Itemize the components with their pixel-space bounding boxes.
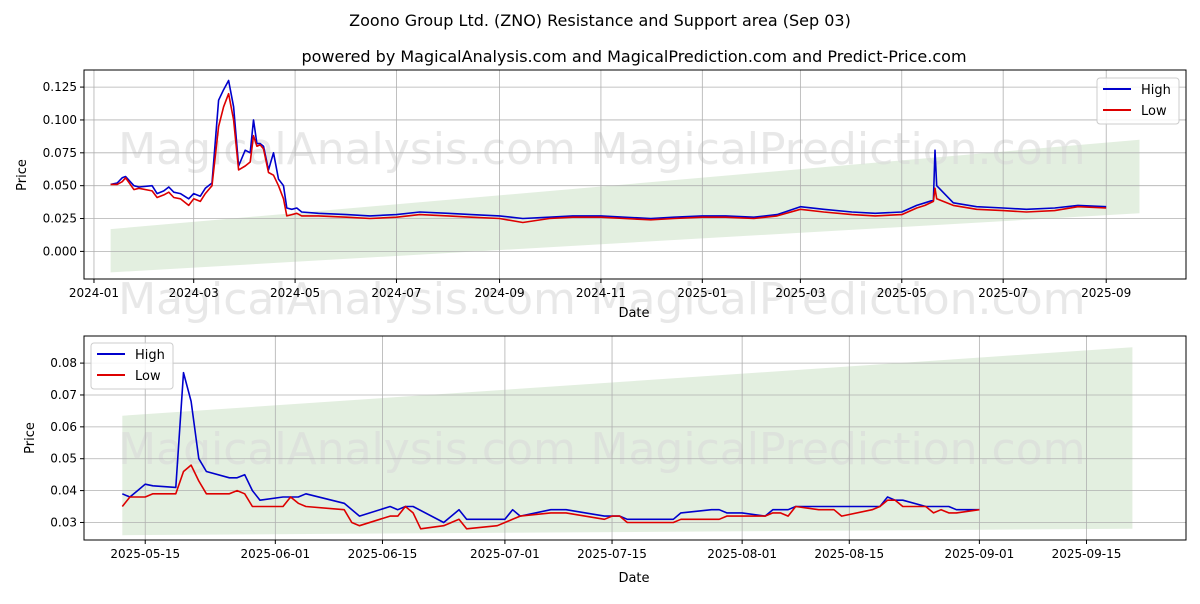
watermark-text-right: MagicalPrediction.com [591,424,1086,475]
bottom-chart-y-tick-label: 0.04 [50,484,77,498]
top-chart-legend: High Low [1096,77,1180,125]
bottom-chart-y-tick-label: 0.05 [50,452,77,466]
figure-title: Zoono Group Ltd. (ZNO) Resistance and Su… [349,11,851,30]
top-chart-x-tick-label: 2024-11 [576,286,626,300]
bottom-chart-legend: High Low [90,342,174,390]
bottom-chart-x-tick-label: 2025-05-15 [110,547,180,561]
legend-high-label: High [135,348,165,363]
bottom-chart-x-tick-label: 2025-09-15 [1052,547,1122,561]
legend-low-label: Low [135,369,161,384]
top-chart-xlabel: Date [618,306,649,321]
watermark-text-left: MagicalAnalysis.com [118,424,576,475]
bottom-chart-support-resistance-band [122,347,1133,536]
bottom-chart-y-tick-label: 0.06 [50,420,77,434]
bottom-chart-x-tick-label: 2025-07-01 [470,547,540,561]
bottom-chart-series [121,371,980,530]
top-chart-x-tick-label: 2025-01 [677,286,727,300]
top-chart-band-area [110,139,1140,273]
top-chart-watermark: MagicalAnalysis.com MagicalPrediction.co… [118,124,1085,325]
top-chart-x-tick-label: 2025-09 [1081,286,1131,300]
bottom-chart-grid [84,336,1186,540]
top-chart-x-tick-label: 2024-07 [371,286,421,300]
top-chart-x-tick-label: 2024-01 [69,286,119,300]
top-chart-x-tick-label: 2025-05 [877,286,927,300]
watermark-text-left: MagicalAnalysis.com [118,124,576,175]
bottom-chart-x-tick-label: 2025-08-15 [814,547,884,561]
bottom-chart-y-tick-label: 0.03 [50,515,77,529]
bottom-chart-x-tick-label: 2025-06-01 [240,547,310,561]
bottom-chart-axes: 2025-05-15 2025-06-01 2025-06-15 2025-07-01… [50,356,1121,561]
top-chart-x-tick-label: 2024-09 [474,286,524,300]
bottom-chart-x-tick-label: 2025-07-15 [577,547,647,561]
bottom-chart-y-tick-label: 0.08 [50,356,77,370]
bottom-chart-band-area [122,347,1133,536]
bottom-chart-y-tick-label: 0.07 [50,388,77,402]
top-chart-y-tick-label: 0.050 [43,179,77,193]
top-chart-y-tick-label: 0.025 [43,212,77,226]
bottom-chart-x-tick-label: 2025-08-01 [707,547,777,561]
top-chart-x-tick-label: 2025-07 [978,286,1028,300]
bottom-chart-x-tick-label: 2025-06-15 [348,547,418,561]
top-chart-y-tick-label: 0.100 [43,113,77,127]
top-chart-ylabel: Price [15,159,30,191]
top-chart-x-tick-label: 2025-03 [775,286,825,300]
bottom-chart-watermark: MagicalAnalysis.com MagicalPrediction.co… [118,424,1085,475]
top-chart-panel: MagicalAnalysis.com MagicalPrediction.co… [15,69,1187,325]
top-chart-support-resistance-band [110,139,1140,273]
top-chart-series [110,79,1107,224]
top-chart-frame [83,69,1187,280]
bottom-chart-high-line [121,371,980,524]
legend-high-label: High [1141,83,1171,98]
top-chart-x-tick-label: 2024-05 [270,286,320,300]
bottom-chart-xlabel: Date [618,571,649,586]
bottom-chart-low-line [121,464,980,530]
bottom-chart-panel: MagicalAnalysis.com MagicalPrediction.co… [23,335,1187,586]
bottom-chart-ylabel: Price [23,422,38,454]
top-chart-y-tick-label: 0.000 [43,244,77,258]
bottom-chart-x-tick-label: 2025-09-01 [945,547,1015,561]
top-chart-axes: 2024-01 2024-03 2024-05 2024-07 2024-09 2024-… [43,80,1132,300]
legend-low-label: Low [1141,104,1167,119]
top-chart-y-tick-label: 0.075 [43,146,77,160]
bottom-chart-frame [83,335,1187,541]
top-chart-subtitle: powered by MagicalAnalysis.com and Magic… [301,47,966,66]
top-chart-y-tick-label: 0.125 [43,80,77,94]
top-chart-grid [84,70,1186,279]
watermark-text-right: MagicalPrediction.com [591,124,1086,175]
top-chart-low-line [110,92,1107,224]
top-chart-x-tick-label: 2024-03 [169,286,219,300]
top-chart-high-line [110,79,1107,220]
